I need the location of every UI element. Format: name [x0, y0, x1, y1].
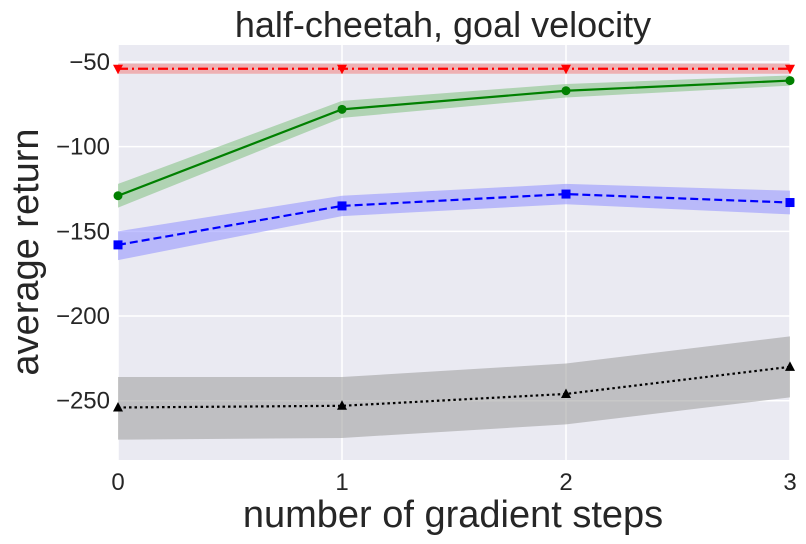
series-1-point-2	[561, 86, 571, 96]
y-tick-label-0: −50	[69, 49, 110, 76]
series-1-point-0	[113, 191, 123, 201]
series-lines	[117, 67, 791, 409]
x-tick-label-3: 3	[783, 469, 796, 496]
series-markers	[113, 64, 795, 412]
series-3-point-0	[113, 401, 123, 412]
series-2-point-1	[337, 201, 347, 211]
series-3-band	[118, 336, 790, 440]
series-1-band	[118, 75, 790, 208]
series-1-point-1	[337, 104, 347, 114]
series-2-point-2	[561, 189, 571, 199]
confidence-bands	[118, 63, 790, 440]
series-0-point-2	[561, 64, 571, 75]
y-tick-label-4: −250	[56, 388, 110, 415]
tick-labels: 0 1 2 3 −50 −100 −150 −200 −250	[56, 49, 797, 496]
x-tick-label-0: 0	[111, 469, 124, 496]
series-2-point-3	[785, 198, 795, 208]
chart-title: half-cheetah, goal velocity	[235, 4, 651, 45]
y-tick-label-2: −150	[56, 218, 110, 245]
series-3-point-1	[337, 400, 347, 410]
series-3-point-2	[561, 388, 571, 398]
series-2-line	[117, 192, 791, 246]
series-0-point-0	[113, 64, 123, 75]
series-2-band	[118, 183, 790, 261]
series-0-point-3	[785, 64, 795, 75]
series-1-line	[117, 79, 791, 197]
series-2-point-0	[113, 240, 123, 250]
series-0-point-1	[337, 64, 347, 75]
x-tick-label-2: 2	[559, 469, 572, 496]
y-tick-label-3: −200	[56, 303, 110, 330]
y-tick-label-1: −100	[56, 134, 110, 161]
series-3-line	[117, 365, 791, 409]
y-axis-label: average return	[5, 128, 47, 375]
x-axis-label: number of gradient steps	[243, 494, 663, 536]
series-3-point-3	[785, 361, 795, 371]
series-1-point-3	[785, 76, 795, 86]
x-tick-label-1: 1	[335, 469, 348, 496]
